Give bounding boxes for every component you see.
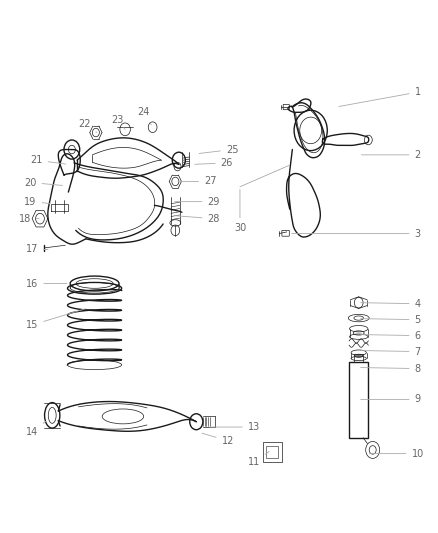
Text: 24: 24 [138, 107, 151, 125]
Text: 3: 3 [292, 229, 421, 239]
Bar [266, 446, 279, 458]
Text: 6: 6 [360, 330, 421, 341]
Text: 19: 19 [24, 197, 50, 207]
Text: 9: 9 [360, 394, 421, 405]
Text: 8: 8 [360, 364, 421, 374]
Text: 26: 26 [195, 158, 233, 168]
Text: 27: 27 [178, 176, 216, 187]
Text: 25: 25 [199, 144, 238, 155]
Text: 22: 22 [78, 119, 97, 133]
Text: 17: 17 [26, 245, 48, 254]
Bar [263, 442, 282, 462]
Text: 16: 16 [26, 279, 67, 288]
Text: 20: 20 [24, 177, 63, 188]
Text: 23: 23 [112, 115, 125, 130]
Text: 15: 15 [26, 309, 85, 330]
Text: 21: 21 [30, 155, 66, 165]
Text: 11: 11 [248, 451, 269, 467]
Bar [349, 362, 368, 438]
Text: 4: 4 [360, 298, 421, 309]
Text: 13: 13 [209, 422, 260, 432]
Text: 12: 12 [202, 433, 234, 446]
Text: 28: 28 [175, 214, 220, 224]
Text: 30: 30 [234, 190, 246, 233]
Text: 18: 18 [18, 214, 39, 224]
Text: 10: 10 [369, 449, 424, 458]
Text: 29: 29 [175, 197, 220, 207]
Text: 14: 14 [26, 422, 46, 438]
Text: 7: 7 [360, 346, 421, 357]
Text: 1: 1 [339, 87, 421, 107]
Text: 2: 2 [361, 150, 421, 160]
Text: 5: 5 [360, 314, 421, 325]
